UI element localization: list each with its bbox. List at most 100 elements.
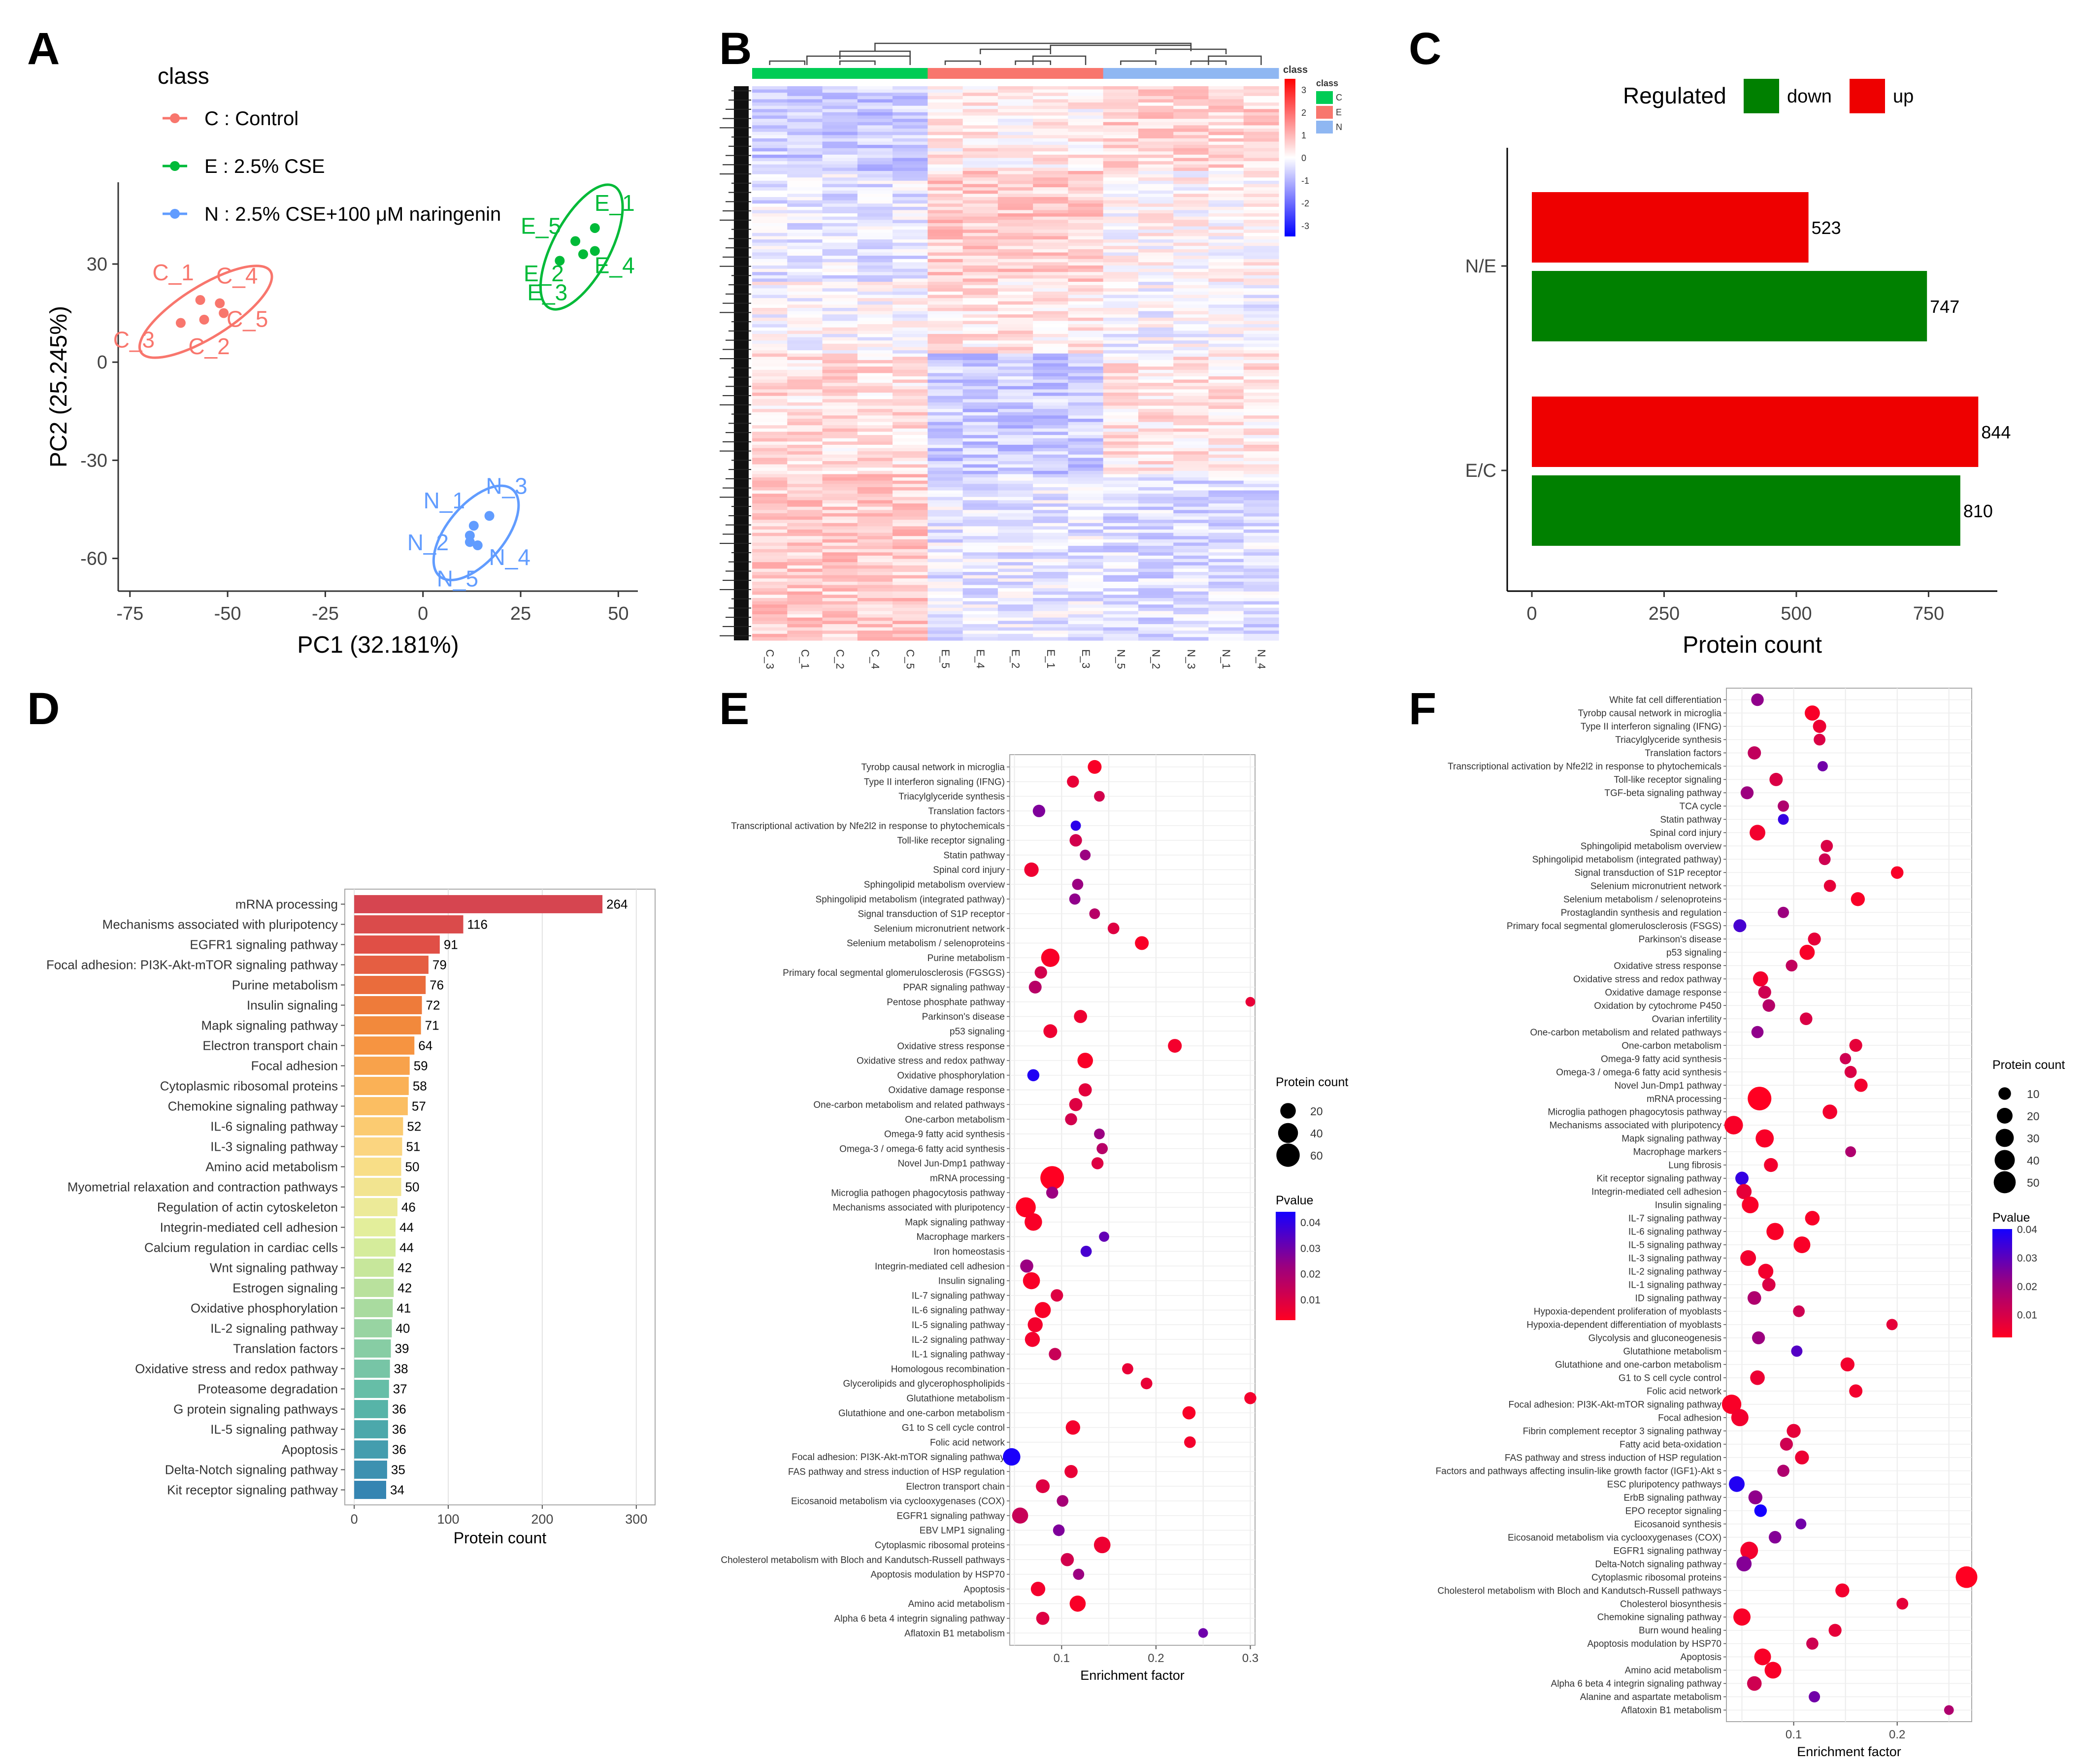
heatmap-cell	[927, 230, 963, 233]
heatmap-cell	[857, 187, 893, 191]
heatmap-cell	[752, 588, 788, 592]
column-annotation	[1208, 68, 1244, 79]
heatmap-cell	[752, 415, 788, 419]
heatmap-cell	[857, 383, 893, 387]
heatmap-cell	[927, 575, 963, 579]
heatmap-cell	[1208, 93, 1244, 97]
heatmap-cell	[1033, 96, 1068, 100]
term-label: Factors and pathways affecting insulin-l…	[1436, 1466, 1721, 1476]
heatmap-cell	[1138, 96, 1174, 100]
heatmap-cell	[787, 500, 823, 504]
heatmap-cell	[822, 324, 858, 328]
term-label: Pentose phosphate pathway	[887, 997, 1005, 1007]
heatmap-cell	[962, 184, 998, 188]
group-ellipse-C	[138, 265, 273, 359]
column-dendrogram-branch	[1032, 55, 1087, 65]
heatmap-cell	[1138, 484, 1174, 488]
heatmap-cell	[1243, 588, 1279, 592]
heatmap-cell	[1243, 451, 1279, 455]
x-axis-title: Protein count	[1683, 632, 1822, 658]
heatmap-cell	[1103, 363, 1139, 367]
heatmap-cell	[927, 419, 963, 423]
point-label: C_2	[188, 333, 230, 359]
heatmap-cell	[962, 487, 998, 491]
heatmap-cell	[1138, 272, 1174, 276]
heatmap-cell	[857, 200, 893, 204]
heatmap-cell	[1208, 451, 1244, 455]
heatmap-cell	[1033, 389, 1068, 393]
heatmap-cell	[752, 516, 788, 520]
dot	[1809, 1691, 1820, 1703]
heatmap-cell	[1138, 552, 1174, 556]
heatmap-cell	[787, 487, 823, 491]
heatmap-cell	[1138, 187, 1174, 191]
heatmap-cell	[962, 96, 998, 100]
heatmap-cell	[1068, 148, 1104, 152]
color-legend-label: 0.03	[1300, 1243, 1321, 1254]
heatmap-cell	[1208, 435, 1244, 439]
heatmap-cell	[752, 604, 788, 608]
heatmap-cell	[822, 220, 858, 224]
heatmap-cell	[1068, 604, 1104, 608]
heatmap-cell	[997, 220, 1033, 224]
dot	[1067, 775, 1079, 788]
heatmap-cell	[1033, 246, 1068, 250]
heatmap-cell	[1103, 393, 1139, 397]
heatmap-cell	[1208, 86, 1244, 90]
heatmap-cell	[1243, 624, 1279, 628]
heatmap-cell	[822, 350, 858, 354]
heatmap-cell	[1138, 288, 1174, 292]
heatmap-cell	[1243, 129, 1279, 133]
heatmap-cell	[752, 633, 788, 637]
heatmap-cell	[787, 262, 823, 266]
column-label: N_3	[1185, 649, 1197, 669]
group-ellipse-E	[539, 183, 624, 311]
heatmap-cell	[1103, 337, 1139, 341]
heatmap-cell	[1243, 526, 1279, 530]
heatmap-cell	[857, 353, 893, 357]
heatmap-cell	[997, 301, 1033, 305]
heatmap-cell	[927, 477, 963, 481]
heatmap-cell	[822, 578, 858, 582]
heatmap-cell	[1243, 89, 1279, 93]
heatmap-cell	[857, 432, 893, 435]
dot	[1805, 1211, 1820, 1226]
heatmap-cell	[1208, 494, 1244, 498]
heatmap-cell	[1068, 135, 1104, 139]
heatmap-cell	[997, 259, 1033, 263]
heatmap-cell	[1173, 523, 1209, 527]
heatmap-cell	[857, 350, 893, 354]
heatmap-cell	[997, 262, 1033, 266]
heatmap-cell	[822, 295, 858, 299]
heatmap-cell	[857, 164, 893, 168]
heatmap-cell	[1138, 360, 1174, 364]
dot	[1051, 1289, 1063, 1302]
heatmap-cell	[1068, 376, 1104, 380]
heatmap-cell	[1173, 428, 1209, 433]
column-dendrogram-branch	[1208, 55, 1262, 65]
data-point	[175, 318, 186, 328]
term-label: Alpha 6 beta 4 integrin signaling pathwa…	[1551, 1679, 1722, 1689]
term-label: Type II interferon signaling (IFNG)	[1581, 722, 1721, 732]
heatmap-cell	[997, 304, 1033, 308]
heatmap-cell	[752, 555, 788, 560]
heatmap-cell	[1068, 184, 1104, 188]
heatmap-cell	[822, 145, 858, 149]
heatmap-cell	[752, 520, 788, 524]
dot	[1040, 1166, 1064, 1190]
heatmap-cell	[752, 174, 788, 178]
heatmap-cell	[1068, 210, 1104, 214]
heatmap-cell	[857, 158, 893, 162]
term-label: Oxidative phosphorylation	[897, 1070, 1005, 1081]
heatmap-cell	[857, 559, 893, 563]
heatmap-cell	[752, 546, 788, 550]
heatmap-cell	[787, 458, 823, 462]
heatmap-cell	[1173, 288, 1209, 292]
heatmap-cell	[787, 549, 823, 553]
heatmap-cell	[997, 389, 1033, 393]
y-tick-label: 30	[87, 254, 107, 275]
legend-key	[1744, 79, 1779, 113]
heatmap-cell	[822, 301, 858, 305]
heatmap-cell	[893, 520, 928, 524]
